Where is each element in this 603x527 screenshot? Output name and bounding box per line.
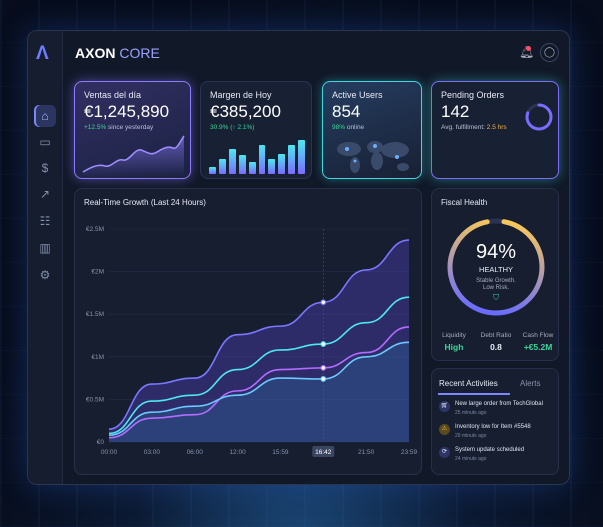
dollar-icon[interactable]: $ <box>41 161 49 175</box>
user-icon[interactable]: ◯ <box>540 43 559 62</box>
metric-liquidity: Liquidity High <box>442 332 466 352</box>
growth-chart-icon[interactable]: ↗ <box>39 187 51 201</box>
metric-debt-ratio: Debt Ratio 0.8 <box>480 332 512 352</box>
highlight-point <box>320 299 327 306</box>
active-tab-indicator <box>438 393 510 395</box>
x-tick-label: 06:00 <box>187 449 204 456</box>
x-tick-label: 00:00 <box>101 449 118 456</box>
y-tick-label: €0.5M <box>86 396 104 403</box>
hierarchy-icon[interactable]: ☷ <box>39 214 51 228</box>
activities-panel: Recent Activities Alerts 🛒︎ New large ord… <box>431 368 559 475</box>
margin-bar <box>218 158 226 174</box>
card-value: 142 <box>441 102 470 121</box>
series-line <box>108 326 410 439</box>
y-tick-label: €1M <box>91 354 104 361</box>
sidebar: Λ ⌂ ▭ $ ↗ ☷ ▥ ⚙ <box>28 31 63 484</box>
series-line <box>108 341 410 436</box>
margin-bar <box>288 145 296 174</box>
card-title: Active Users <box>332 90 383 100</box>
series-line <box>108 239 410 431</box>
card-title: Margen de Hoy <box>210 90 272 100</box>
card-change: 98% online <box>332 124 365 131</box>
x-tick-label: 03:00 <box>144 449 161 456</box>
card-value: 854 <box>332 102 361 121</box>
fiscal-desc-2: Low Risk. <box>482 285 509 291</box>
margin-bar-chart <box>209 140 306 174</box>
highlight-point <box>320 364 327 371</box>
fiscal-health-panel: Fiscal Health 94% HEALTHY Stable Growth.… <box>431 188 559 361</box>
orders-progress-ring <box>525 103 553 131</box>
sales-card[interactable]: Ventas del día €1,245,890 +12.5% since y… <box>74 81 191 179</box>
sales-sparkline <box>82 135 185 176</box>
shield-check-icon: ⛉ <box>493 293 499 302</box>
series-line <box>108 296 410 435</box>
y-tick-label: €2M <box>91 269 104 276</box>
fiscal-title: Fiscal Health <box>441 198 488 207</box>
y-tick-label: €2.5M <box>86 226 104 233</box>
x-tick-label: 12:00 <box>229 449 246 456</box>
card-subtitle: Avg. fulfillment: 2.5 hrs <box>441 124 507 131</box>
y-tick-label: €0 <box>97 439 105 446</box>
cart-icon: 🛒︎ <box>439 401 450 412</box>
home-icon[interactable]: ⌂ <box>34 105 56 127</box>
card-change: +12.5% since yesterday <box>84 124 154 131</box>
margin-bar <box>248 162 256 174</box>
fiscal-desc-1: Stable Growth. <box>476 278 516 284</box>
margin-bar <box>268 158 276 174</box>
x-tick-label: 15:59 <box>272 449 289 456</box>
margin-bar <box>298 140 306 174</box>
pending-orders-card[interactable]: Pending Orders 142 Avg. fulfillment: 2.5… <box>431 81 559 179</box>
x-tick-label: 23:59 <box>401 449 418 456</box>
margin-bar <box>258 145 266 174</box>
active-users-card[interactable]: Active Users 854 98% online <box>322 81 422 179</box>
highlight-label-bg <box>312 446 335 457</box>
wallet-icon[interactable]: ▭ <box>39 135 51 149</box>
fiscal-percent: 94% <box>475 241 517 263</box>
margin-bar <box>209 167 216 174</box>
chart-title: Real-Time Growth (Last 24 Hours) <box>84 198 206 207</box>
card-value: €1,245,890 <box>84 102 170 121</box>
card-change: 30.9% (↑ 2.1%) <box>210 124 255 131</box>
growth-chart: €0 €0.5M €1M €1.5M €2M €2.5M 00:00 03:00 06:00 12… <box>86 226 418 457</box>
sync-icon: ⟳ <box>439 447 450 458</box>
app-window: Λ ⌂ ▭ $ ↗ ☷ ▥ ⚙ AXON CORE 🔔︎ ◯ Ventas de… <box>27 30 570 485</box>
logo-icon: Λ <box>36 43 49 64</box>
card-value: €385,200 <box>210 102 281 121</box>
card-title: Ventas del día <box>84 90 142 100</box>
notification-dot <box>526 46 531 51</box>
x-tick-label: 16:42 <box>315 449 332 456</box>
margin-card[interactable]: Margen de Hoy €385,200 30.9% (↑ 2.1%) <box>200 81 312 179</box>
app-title: AXON CORE <box>75 45 160 61</box>
series-area <box>109 342 409 442</box>
series-area <box>109 240 409 442</box>
margin-bar <box>278 153 286 174</box>
warning-icon: ⚠ <box>439 424 450 435</box>
margin-bar <box>238 155 246 174</box>
x-tick-label: 21:50 <box>358 449 375 456</box>
fiscal-gauge <box>447 218 545 316</box>
fiscal-status: HEALTHY <box>478 265 514 274</box>
margin-bar <box>228 148 236 174</box>
y-tick-label: €1.5M <box>86 311 104 318</box>
tab-recent-activities[interactable]: Recent Activities <box>439 379 498 388</box>
metric-cash-flow: Cash Flow +€5.2M <box>522 332 554 352</box>
bar-chart-icon[interactable]: ▥ <box>39 241 51 255</box>
highlight-point <box>320 376 327 382</box>
highlight-point <box>320 341 327 347</box>
tab-alerts[interactable]: Alerts <box>520 379 541 388</box>
gear-icon[interactable]: ⚙ <box>39 268 51 282</box>
growth-chart-panel: Real-Time Growth (Last 24 Hours) €0 €0.5M… <box>74 188 422 475</box>
card-title: Pending Orders <box>441 90 505 100</box>
world-map-icon <box>337 141 409 173</box>
